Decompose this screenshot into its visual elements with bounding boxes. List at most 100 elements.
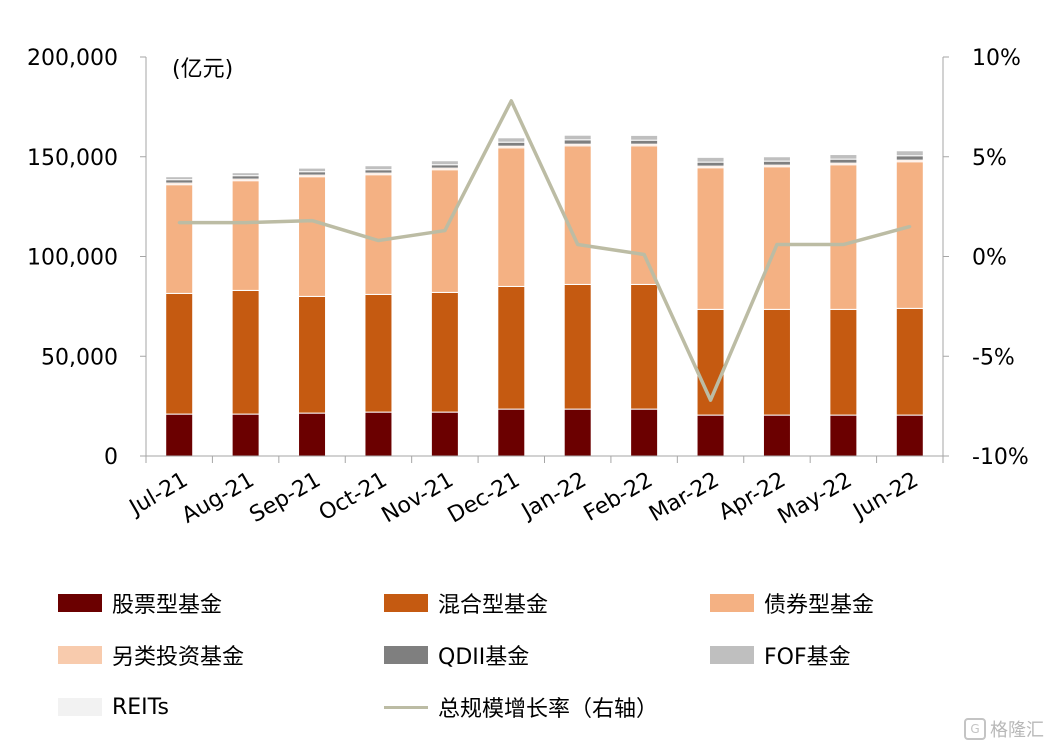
legend-swatch-reits xyxy=(58,698,102,716)
bar-segment-0 xyxy=(696,414,725,457)
bar-segment-0 xyxy=(364,411,393,457)
bar-segment-5 xyxy=(630,134,659,141)
bar-segment-1 xyxy=(497,285,526,410)
bar-segment-1 xyxy=(563,283,592,410)
legend-label-reits: REITs xyxy=(112,694,169,720)
bar-segment-4 xyxy=(298,171,327,176)
x-axis: Jul-21Aug-21Sep-21Oct-21Nov-21Dec-21Jan-… xyxy=(124,455,944,530)
y2-tick-label: 10% xyxy=(972,46,1021,71)
bar-segment-1 xyxy=(630,283,659,410)
y-axis-right: -10% -5% 0% 5% 10% xyxy=(942,46,1029,470)
growth-rate-point xyxy=(310,219,314,223)
bar-segment-2 xyxy=(298,176,327,297)
chart: 0 50,000 100,000 150,000 200,000 -10% -5% 0% 5%… xyxy=(27,46,1029,530)
bar-segment-5 xyxy=(762,156,791,162)
legend-swatch-fof xyxy=(710,646,754,664)
bar-segment-4 xyxy=(630,139,659,145)
bar-segment-1 xyxy=(895,307,924,416)
bar-segment-1 xyxy=(165,292,194,415)
bar-segment-0 xyxy=(430,411,459,457)
bar-segment-4 xyxy=(364,169,393,174)
legend-label-stock: 股票型基金 xyxy=(112,593,223,618)
x-tick-label: Jan-22 xyxy=(516,468,591,526)
bar-segment-5 xyxy=(829,154,858,160)
bar-segment-4 xyxy=(895,155,924,161)
bar-segment-0 xyxy=(298,412,327,457)
bar-segment-0 xyxy=(762,414,791,457)
growth-rate-point xyxy=(841,243,845,247)
legend: 股票型基金 混合型基金 债券型基金 另类投资基金 QDII基金 FOF基金 RE… xyxy=(58,585,1048,725)
y2-tick-label: -10% xyxy=(972,445,1029,470)
y-tick-label: 100,000 xyxy=(27,246,118,271)
bar-segment-5 xyxy=(895,150,924,157)
legend-item-growth: 总规模增长率（右轴） xyxy=(384,692,658,722)
watermark-logo-icon: G xyxy=(964,718,986,740)
bar-segment-0 xyxy=(231,413,260,457)
bar-segment-4 xyxy=(430,164,459,169)
legend-label-fof: FOF基金 xyxy=(764,645,851,670)
bar-segment-4 xyxy=(762,160,791,166)
bar-segment-4 xyxy=(563,139,592,145)
bar-segment-0 xyxy=(165,413,194,457)
growth-rate-point xyxy=(244,221,248,225)
bar-segment-5 xyxy=(165,176,194,181)
x-tick-label: Nov-21 xyxy=(378,468,458,529)
bar-segment-1 xyxy=(762,308,791,416)
bar-segment-2 xyxy=(364,174,393,295)
x-tick-label: Feb-22 xyxy=(580,468,657,527)
bar-segment-1 xyxy=(430,291,459,413)
legend-swatch-bond xyxy=(710,594,754,612)
x-tick-label: Sep-21 xyxy=(246,468,326,528)
growth-rate-point xyxy=(576,243,580,247)
x-tick-label: Aug-21 xyxy=(178,468,259,529)
bar-segment-4 xyxy=(829,158,858,164)
y-axis-left: 0 50,000 100,000 150,000 200,000 xyxy=(27,46,147,470)
x-tick-label: Mar-22 xyxy=(645,468,723,528)
legend-label-growth: 总规模增长率（右轴） xyxy=(438,697,659,722)
growth-rate-point xyxy=(376,239,380,243)
y-tick-label: 50,000 xyxy=(41,345,118,370)
y2-tick-label: 0% xyxy=(972,246,1007,271)
legend-swatch-stock xyxy=(58,594,102,612)
bar-segment-5 xyxy=(563,134,592,141)
bar-segment-5 xyxy=(231,172,260,177)
legend-swatch-growth xyxy=(384,705,428,709)
legend-label-qdii: QDII基金 xyxy=(438,645,530,670)
legend-item-reits: REITs xyxy=(58,692,169,722)
bar-segment-2 xyxy=(165,184,194,294)
bar-segment-1 xyxy=(364,293,393,413)
growth-rate-point xyxy=(642,253,646,257)
bar-segment-1 xyxy=(298,295,327,414)
legend-item-hybrid: 混合型基金 xyxy=(384,588,548,618)
legend-label-bond: 债券型基金 xyxy=(764,593,875,618)
legend-swatch-alternative xyxy=(58,646,102,664)
growth-rate-point xyxy=(775,243,779,247)
legend-item-stock: 股票型基金 xyxy=(58,588,222,618)
bar-segment-0 xyxy=(895,414,924,457)
bar-segment-4 xyxy=(497,141,526,147)
x-tick-label: Dec-21 xyxy=(444,468,524,529)
legend-item-qdii: QDII基金 xyxy=(384,640,529,670)
bar-segment-5 xyxy=(298,167,327,173)
unit-label: (亿元) xyxy=(172,57,233,82)
growth-rate-point xyxy=(443,229,447,233)
y2-tick-label: 5% xyxy=(972,146,1007,171)
growth-rate-point xyxy=(908,225,912,229)
bar-segment-2 xyxy=(630,145,659,285)
legend-swatch-qdii xyxy=(384,646,428,664)
bar-segment-4 xyxy=(696,161,725,167)
bar-segment-0 xyxy=(563,408,592,457)
legend-label-alternative: 另类投资基金 xyxy=(112,645,245,670)
watermark: G 格隆汇 xyxy=(964,716,1044,742)
x-tick-label: May-22 xyxy=(774,468,857,530)
bar-segment-5 xyxy=(696,156,725,163)
legend-item-fof: FOF基金 xyxy=(710,640,851,670)
growth-rate-point xyxy=(177,221,181,225)
bars-group xyxy=(165,134,924,457)
bar-segment-0 xyxy=(829,414,858,457)
bar-segment-1 xyxy=(231,289,260,415)
bar-segment-0 xyxy=(497,408,526,457)
growth-line-group xyxy=(177,99,912,402)
bar-segment-2 xyxy=(497,147,526,287)
bar-segment-2 xyxy=(696,167,725,310)
